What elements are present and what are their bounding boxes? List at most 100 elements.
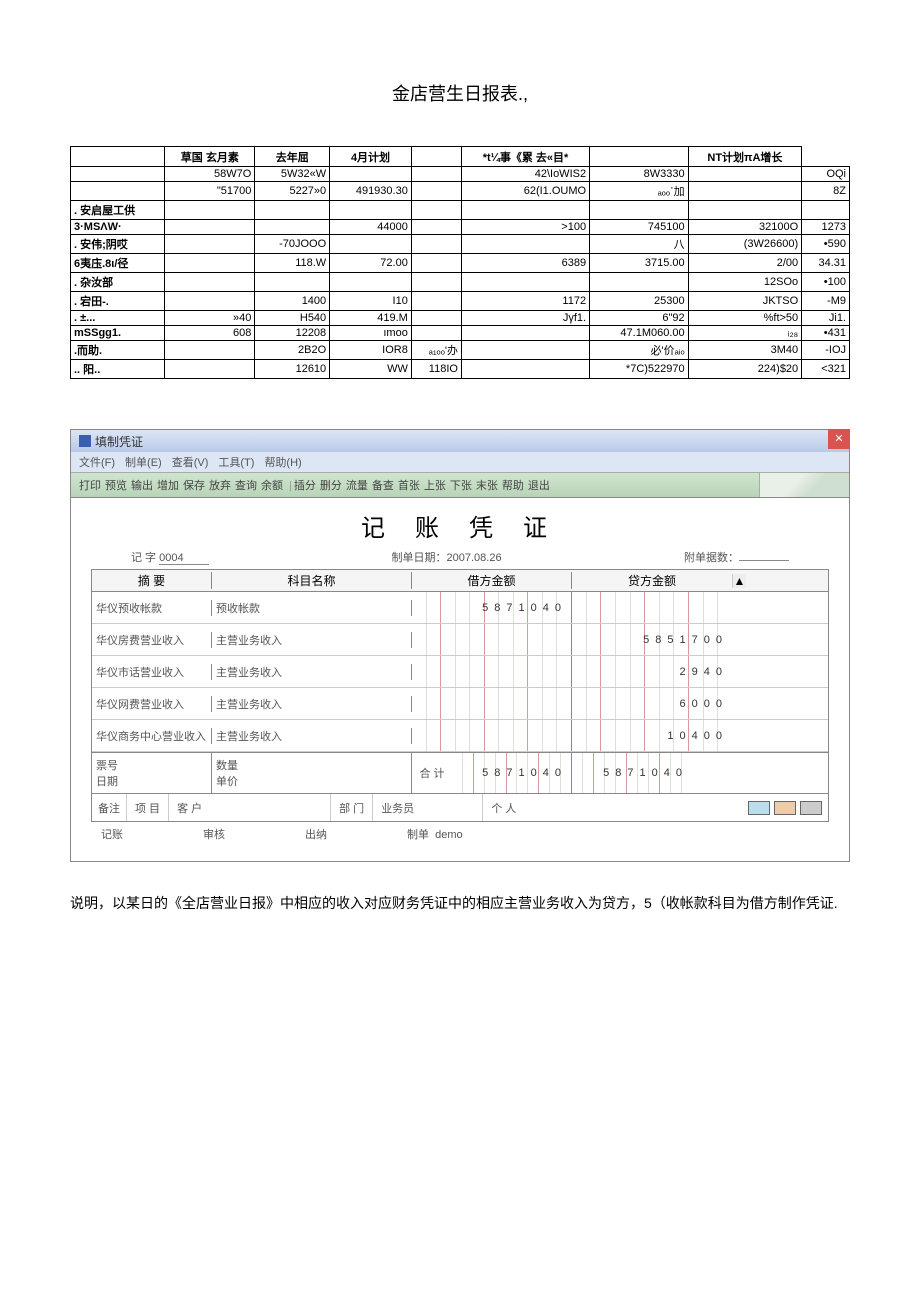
- toolbar-button[interactable]: 增加: [157, 480, 179, 492]
- cell-subject[interactable]: 预收帐款: [212, 600, 412, 616]
- cell-subject[interactable]: 主营业务收入: [212, 632, 412, 648]
- menu-item[interactable]: 制单(E): [125, 457, 162, 469]
- remark-dept: 部 门: [330, 794, 372, 821]
- menu-item[interactable]: 帮助(H): [264, 457, 301, 469]
- cell-debit[interactable]: [412, 720, 572, 751]
- cell-summary[interactable]: 华仪市话营业收入: [92, 664, 212, 680]
- report-table: 草国 玄月素去年屈4月计划*t¼事《累 去«目*NT计划πA增长 58W7O5W…: [70, 146, 850, 379]
- table-row: mSSgg1.60812208ımoo47.1M060.00ᵢ₂₈•431: [71, 326, 850, 341]
- toolbar-button[interactable]: 打印: [79, 480, 101, 492]
- remark-person: 个 人: [482, 794, 524, 821]
- remark-row: 备注 项 目 客 户 部 门 业务员 个 人: [91, 794, 829, 822]
- window-title: 填制凭证: [95, 433, 143, 450]
- nav-icon-1[interactable]: [748, 801, 770, 815]
- qty-label: 数量: [216, 757, 407, 773]
- cell-subject[interactable]: 主营业务收入: [212, 696, 412, 712]
- col-subject-header: 科目名称: [212, 572, 412, 589]
- menu-item[interactable]: 文件(F): [79, 457, 115, 469]
- toolbar-button[interactable]: 帮助: [502, 480, 524, 492]
- voucher-window: ✕ 填制凭证 文件(F) 制单(E) 查看(V) 工具(T) 帮助(H) 打印预览输出增…: [70, 429, 850, 862]
- page-title: 金店营生日报表.,: [0, 0, 920, 146]
- toolbar-button[interactable]: 输出: [131, 480, 153, 492]
- signoff-row: 记账 审核 出纳 制单 demo: [91, 822, 829, 846]
- app-icon: [79, 435, 91, 447]
- signoff-book: 记账: [101, 826, 123, 842]
- menu-item[interactable]: 工具(T): [218, 457, 254, 469]
- table-row: 6夷庒.8ι/径118.W72.0063893715.002/0034.31: [71, 254, 850, 273]
- toolbar: 打印预览输出增加保存放弃查询余额 |插分删分流量备查首张上张下张末张帮助退出: [71, 473, 759, 497]
- report-col-header: [71, 147, 165, 167]
- menubar: 文件(F) 制单(E) 查看(V) 工具(T) 帮助(H): [71, 452, 849, 473]
- toolbar-button[interactable]: 保存: [183, 480, 205, 492]
- toolbar-button[interactable]: 流量: [346, 480, 368, 492]
- toolbar-button[interactable]: 删分: [320, 480, 342, 492]
- voucher-row[interactable]: 华仪商务中心营业收入主营业务收入 10400: [92, 720, 828, 752]
- footer-date-label: 日期: [96, 773, 207, 789]
- cell-credit[interactable]: 2940: [572, 656, 732, 687]
- close-icon[interactable]: ✕: [828, 429, 850, 449]
- cell-debit[interactable]: [412, 624, 572, 655]
- toolbar-button[interactable]: 预览: [105, 480, 127, 492]
- cell-debit[interactable]: 5871040: [412, 592, 572, 623]
- total-credit: 5871040: [572, 753, 692, 793]
- cell-debit[interactable]: [412, 656, 572, 687]
- cell-summary[interactable]: 华仪房费营业收入: [92, 632, 212, 648]
- table-row: . ±...»40H540419.MJγf1.6"92%ft>50Ji1.: [71, 311, 850, 326]
- cell-credit[interactable]: [572, 592, 732, 623]
- window-titlebar: 填制凭证: [71, 430, 849, 452]
- report-col-header: [590, 147, 689, 167]
- cell-summary[interactable]: 华仪预收帐款: [92, 600, 212, 616]
- voucher-row[interactable]: 华仪市话营业收入主营业务收入 2940: [92, 656, 828, 688]
- total-debit: 5871040: [452, 753, 572, 793]
- cell-credit[interactable]: 5851700: [572, 624, 732, 655]
- separator: |: [289, 480, 292, 492]
- cell-debit[interactable]: [412, 688, 572, 719]
- report-col-header: 草国 玄月素: [165, 147, 255, 167]
- nav-icon-3[interactable]: [800, 801, 822, 815]
- cell-credit[interactable]: 10400: [572, 720, 732, 751]
- nav-icon-2[interactable]: [774, 801, 796, 815]
- col-summary-header: 摘 要: [92, 572, 212, 589]
- table-row: . 安伟;阴哎-70JOOO八(3W26600)•590: [71, 235, 850, 254]
- signoff-audit: 审核: [203, 826, 225, 842]
- report-col-header: [411, 147, 461, 167]
- report-col-header: 去年屈: [255, 147, 330, 167]
- toolbar-button[interactable]: 备查: [372, 480, 394, 492]
- toolbar-button[interactable]: 查询: [235, 480, 257, 492]
- signoff-cashier: 出纳: [305, 826, 327, 842]
- report-col-header: NT计划πA增长: [688, 147, 802, 167]
- remark-sales: 业务员: [372, 794, 422, 821]
- col-credit-header: 贷方金额: [572, 572, 732, 589]
- cell-summary[interactable]: 华仪网费营业收入: [92, 696, 212, 712]
- remark-label: 备注: [92, 800, 126, 816]
- toolbar-button[interactable]: 下张: [450, 480, 472, 492]
- table-row: . 安启屋工供: [71, 201, 850, 220]
- total-label: 合 计: [412, 765, 452, 781]
- voucher-date: 制单日期：2007.08.26: [392, 549, 502, 565]
- toolbar-button[interactable]: 上张: [424, 480, 446, 492]
- voucher-row[interactable]: 华仪房费营业收入主营业务收入 5851700: [92, 624, 828, 656]
- menu-item[interactable]: 查看(V): [172, 457, 209, 469]
- voucher-row[interactable]: 华仪网费营业收入主营业务收入 6000: [92, 688, 828, 720]
- explanation-text: 说明，以某日的《全店营业日报》中相应的收入对应财务凭证中的相应主营业务收入为贷方…: [70, 892, 850, 914]
- table-row: 58W7O5W32«W42\IoWIS28W3330OQi: [71, 167, 850, 182]
- remark-customer: 客 户: [168, 794, 210, 821]
- voucher-grid: 摘 要 科目名称 借方金额 贷方金额 ▲ 华仪预收帐款预收帐款5871040华仪…: [91, 569, 829, 794]
- toolbar-button[interactable]: 放弃: [209, 480, 231, 492]
- toolbar-button[interactable]: 退出: [528, 480, 550, 492]
- toolbar-button[interactable]: 余额: [261, 480, 283, 492]
- table-row: 3·MSΛW·44000>10074510032100O1273: [71, 220, 850, 235]
- table-row: .. 阳..12610WW118IO*7C)522970224)$20<321: [71, 360, 850, 379]
- toolbar-button[interactable]: 末张: [476, 480, 498, 492]
- attach-count: 附单据数：: [684, 549, 789, 565]
- toolbar-button[interactable]: 插分: [294, 480, 316, 492]
- toolbar-button[interactable]: 首张: [398, 480, 420, 492]
- cell-summary[interactable]: 华仪商务中心营业收入: [92, 728, 212, 744]
- cell-credit[interactable]: 6000: [572, 688, 732, 719]
- cell-subject[interactable]: 主营业务收入: [212, 664, 412, 680]
- voucher-row[interactable]: 华仪预收帐款预收帐款5871040: [92, 592, 828, 624]
- table-row: . 杂汝部12SOo•100: [71, 273, 850, 292]
- signoff-maker: 制单 demo: [407, 826, 463, 842]
- cell-subject[interactable]: 主营业务收入: [212, 728, 412, 744]
- report-col-header: 4月计划: [330, 147, 412, 167]
